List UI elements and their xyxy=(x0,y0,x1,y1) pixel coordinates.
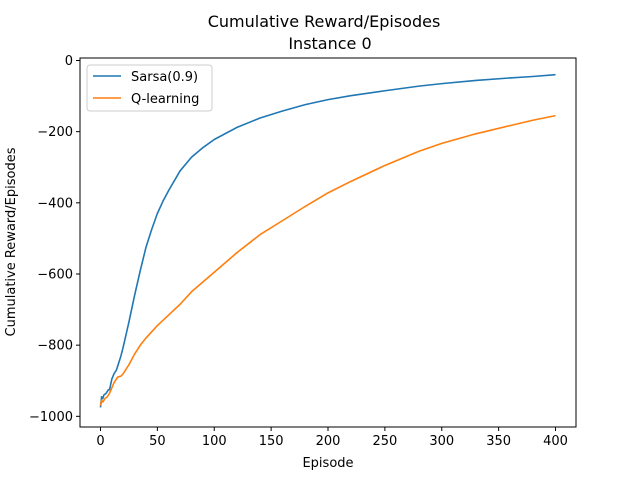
x-axis-label: Episode xyxy=(302,456,353,471)
x-tick-label: 400 xyxy=(543,434,568,449)
x-tick-label: 150 xyxy=(259,434,284,449)
x-tick-label: 200 xyxy=(316,434,341,449)
legend-label-q-learning: Q-learning xyxy=(131,92,199,107)
x-tick-label: 350 xyxy=(486,434,511,449)
y-tick-label: −800 xyxy=(37,339,73,354)
y-tick-label: −200 xyxy=(37,125,73,140)
x-tick-label: 0 xyxy=(96,434,104,449)
x-tick-label: 250 xyxy=(372,434,397,449)
chart-subtitle: Instance 0 xyxy=(288,34,371,53)
series-line-sarsa-0-9 xyxy=(99,73,556,408)
y-tick-label: −400 xyxy=(37,196,73,211)
plot-area: 0 50 100 150 200 250 300 350 400 0 −200 −400 −600 −8… xyxy=(29,54,577,449)
x-tick-label: 50 xyxy=(149,434,166,449)
x-axis: 0 50 100 150 200 250 300 350 400 xyxy=(96,427,568,449)
chart-title: Cumulative Reward/Episodes xyxy=(208,12,441,31)
series-line-q-learning xyxy=(99,114,556,406)
x-tick-label: 300 xyxy=(429,434,454,449)
y-tick-label: −1000 xyxy=(29,410,73,425)
y-axis: 0 −200 −400 −600 −800 −1000 xyxy=(29,54,80,425)
legend: Sarsa(0.9) Q-learning xyxy=(86,64,213,112)
plot-frame xyxy=(79,57,577,428)
y-axis-label: Cumulative Reward/Episodes xyxy=(4,147,19,336)
y-tick-label: 0 xyxy=(65,54,73,69)
y-tick-label: −600 xyxy=(37,267,73,282)
legend-label-sarsa: Sarsa(0.9) xyxy=(131,70,198,85)
series-lines xyxy=(99,73,556,408)
x-tick-label: 100 xyxy=(202,434,227,449)
